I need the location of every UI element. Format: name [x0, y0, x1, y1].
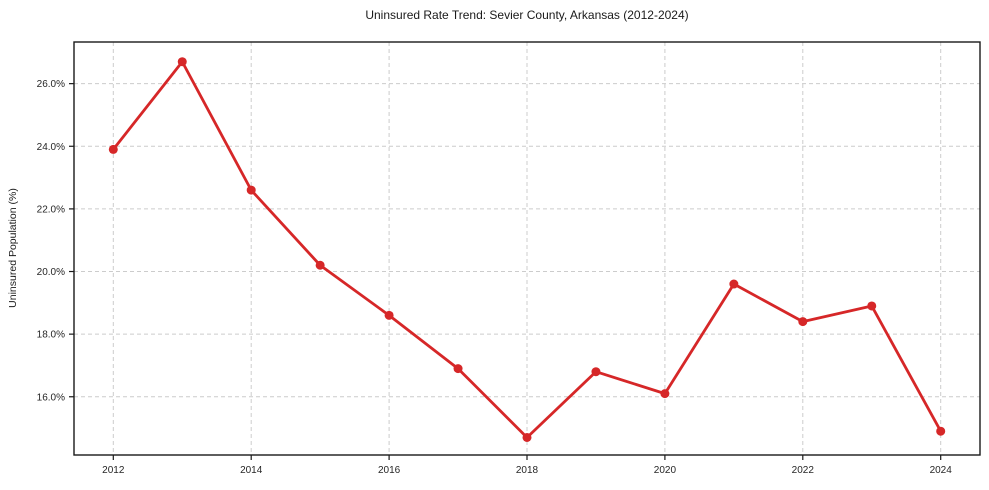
chart-title: Uninsured Rate Trend: Sevier County, Ark… [365, 8, 689, 22]
data-point [522, 432, 532, 442]
y-tick-label: 24.0% [37, 142, 65, 153]
x-tick-label: 2018 [516, 465, 539, 476]
data-point [384, 310, 394, 320]
data-point [453, 364, 463, 374]
x-tick-label: 2012 [102, 465, 125, 476]
data-point [591, 367, 601, 377]
data-point [108, 144, 118, 154]
x-tick-label: 2020 [654, 465, 677, 476]
data-point [246, 185, 256, 195]
y-tick-label: 22.0% [37, 204, 65, 215]
data-point [729, 279, 739, 289]
x-tick-label: 2022 [792, 465, 815, 476]
data-point [798, 317, 808, 327]
data-point [660, 389, 670, 399]
x-tick-label: 2016 [378, 465, 401, 476]
data-point [177, 57, 187, 67]
y-tick-label: 20.0% [37, 267, 65, 278]
data-point [936, 426, 946, 436]
x-tick-label: 2024 [930, 465, 953, 476]
data-point [867, 301, 877, 311]
data-point [315, 260, 325, 270]
y-tick-label: 16.0% [37, 392, 65, 403]
y-tick-label: 18.0% [37, 330, 65, 341]
x-tick-label: 2014 [240, 465, 263, 476]
y-tick-label: 26.0% [37, 79, 65, 90]
